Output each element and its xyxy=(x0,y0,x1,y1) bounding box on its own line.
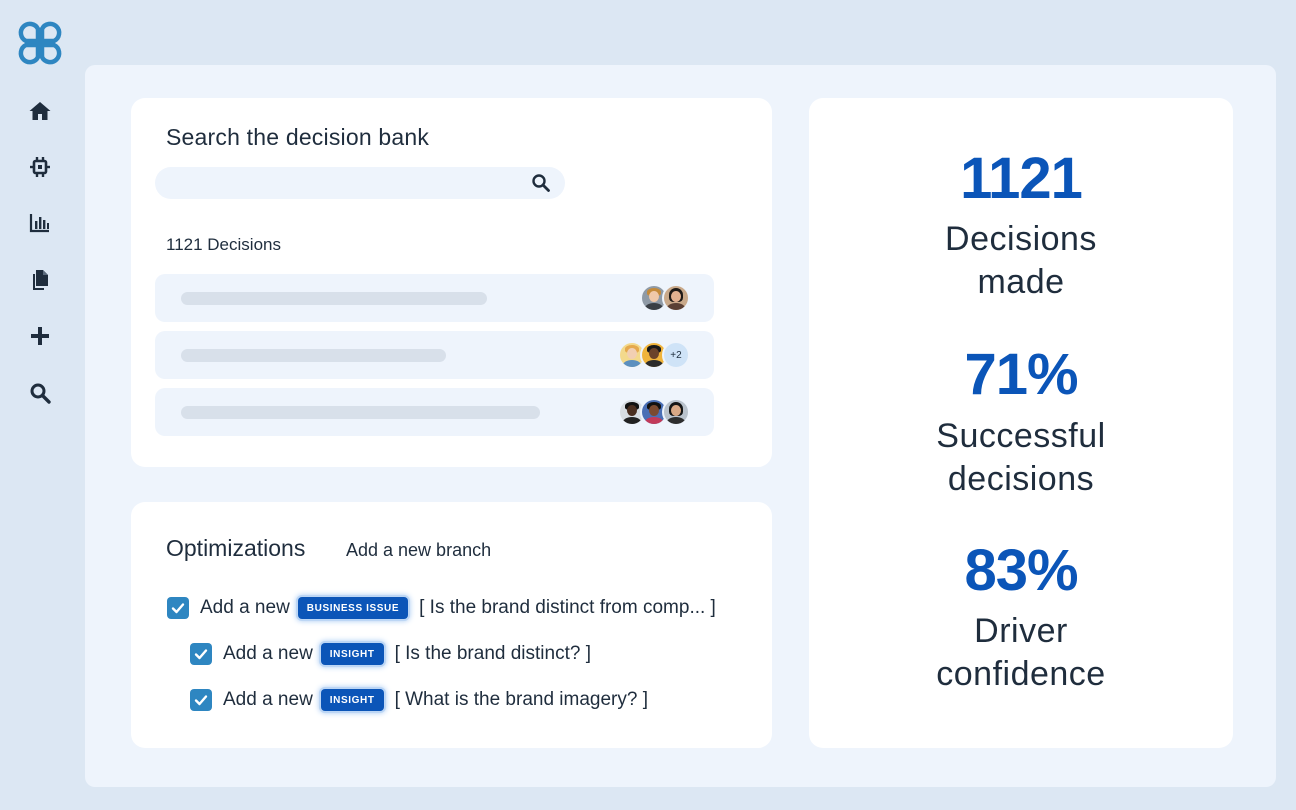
add-branch-link[interactable]: Add a new branch xyxy=(346,540,492,560)
item-prefix: Add a new xyxy=(223,689,313,710)
decision-count: 1121 Decisions xyxy=(166,235,281,254)
checkbox[interactable] xyxy=(190,689,212,711)
item-text: [ What is the brand imagery? ] xyxy=(394,689,649,710)
stat-label-decisions-line2: made xyxy=(977,263,1065,301)
stat-label-confidence-line1: Driver xyxy=(974,612,1068,650)
optimizations-title: Optimizations xyxy=(166,535,306,561)
checkbox[interactable] xyxy=(190,643,212,665)
avatar-group: +2 xyxy=(618,341,692,369)
optimization-item: Add a new BUSINESS ISSUE [ Is the brand … xyxy=(167,596,716,620)
search-input[interactable] xyxy=(155,167,515,199)
checkbox[interactable] xyxy=(167,597,189,619)
home-icon[interactable] xyxy=(26,97,54,125)
optimization-item: Add a new INSIGHT [ Is the brand distinc… xyxy=(190,642,591,666)
optimization-item: Add a new INSIGHT [ What is the brand im… xyxy=(190,688,648,712)
documents-icon[interactable] xyxy=(26,266,54,294)
chip-icon[interactable] xyxy=(26,153,54,181)
more-avatars-badge: +2 xyxy=(662,341,690,369)
clover-logo-icon[interactable] xyxy=(14,17,66,69)
stat-value-success: 71% xyxy=(964,342,1078,407)
decision-row[interactable] xyxy=(155,274,714,322)
decision-search-card: Search the decision bank 1121 Decisions xyxy=(131,98,772,467)
optimizations-card: Optimizations Add a new branch Add a new… xyxy=(131,502,772,748)
stats-card: 1121 Decisions made 71% Successful decis… xyxy=(809,98,1233,748)
item-text: [ Is the brand distinct from comp... ] xyxy=(419,597,716,618)
item-prefix: Add a new xyxy=(200,597,290,618)
item-text: [ Is the brand distinct? ] xyxy=(394,643,592,664)
stat-value-decisions: 1121 xyxy=(960,146,1083,211)
decision-row[interactable] xyxy=(155,388,714,436)
stat-label-confidence-line2: confidence xyxy=(936,655,1106,693)
avatar xyxy=(662,398,690,426)
search-icon[interactable] xyxy=(26,379,54,407)
bar-chart-icon[interactable] xyxy=(26,209,54,237)
stat-value-confidence: 83% xyxy=(964,538,1078,603)
decision-row[interactable]: +2 xyxy=(155,331,714,379)
search-field xyxy=(155,167,565,199)
plus-icon[interactable] xyxy=(26,322,54,350)
item-prefix: Add a new xyxy=(223,643,313,664)
stat-label-success-line2: decisions xyxy=(947,460,1095,498)
insight-tag: INSIGHT xyxy=(320,689,384,711)
search-icon[interactable] xyxy=(531,173,551,193)
placeholder-bar xyxy=(181,349,446,362)
placeholder-bar xyxy=(181,406,540,419)
stat-label-decisions-line1: Decisions xyxy=(945,220,1097,258)
stat-label-success-line1: Successful xyxy=(936,417,1106,455)
avatar-group xyxy=(640,284,692,312)
insight-tag: INSIGHT xyxy=(320,643,384,665)
main-panel: Search the decision bank 1121 Decisions xyxy=(85,65,1276,787)
avatar xyxy=(662,284,690,312)
placeholder-bar xyxy=(181,292,487,305)
search-title: Search the decision bank xyxy=(166,124,430,150)
sidebar xyxy=(0,0,80,810)
avatar-group xyxy=(618,398,692,426)
business-issue-tag: BUSINESS ISSUE xyxy=(297,597,409,619)
